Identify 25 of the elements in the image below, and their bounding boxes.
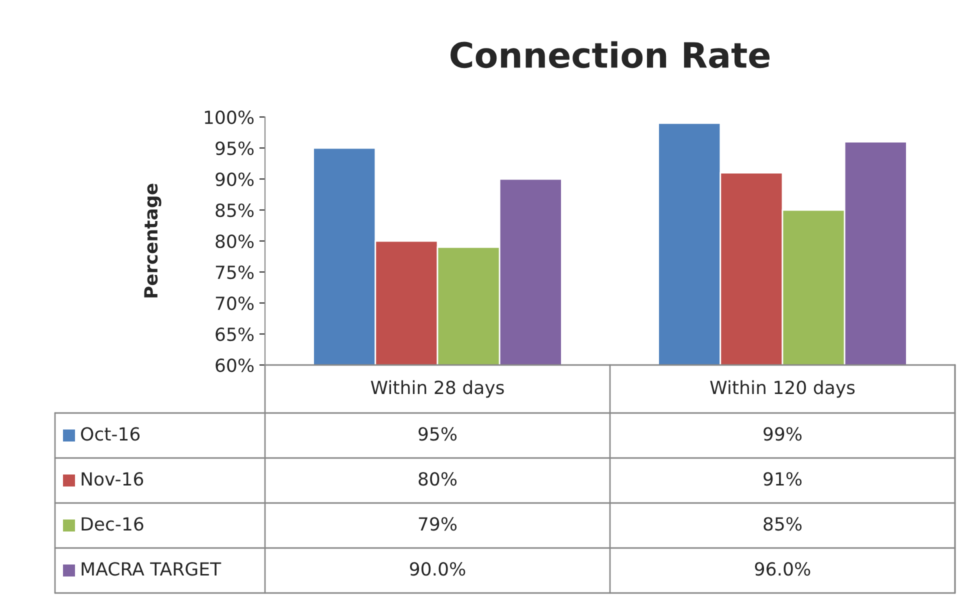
legend-label: Dec-16 [82, 517, 144, 531]
y-tick-label: 85% [216, 203, 254, 218]
data-label: 79% [418, 517, 457, 531]
data-label: 95% [418, 427, 457, 441]
y-tick-label: 60% [216, 358, 254, 372]
y-tick-label: 100% [204, 110, 254, 124]
y-tick-label: 90% [216, 172, 254, 186]
legend-label: MACRA TARGET [82, 562, 222, 576]
y-tick-label: 95% [216, 141, 254, 156]
x-tick-label: Within 120 days [710, 380, 855, 398]
y-tick-label: 80% [216, 234, 254, 248]
y-axis-title: Percentage [144, 184, 162, 298]
data-label: 90.0% [410, 562, 466, 576]
y-tick-label: 75% [216, 265, 254, 280]
y-tick-label: 70% [216, 296, 254, 310]
legend-label: Oct-16 [81, 427, 140, 441]
chart-title: Connection Rate [450, 41, 770, 68]
y-tick-label: 65% [216, 327, 254, 342]
data-label: 99% [764, 427, 802, 441]
data-label: 96.0% [754, 562, 810, 576]
data-label: 80% [418, 472, 457, 486]
x-tick-label: Within 28 days [370, 380, 504, 398]
data-label: 85% [764, 517, 802, 531]
legend-label: Nov-16 [82, 472, 144, 486]
data-label: 91% [764, 472, 802, 486]
